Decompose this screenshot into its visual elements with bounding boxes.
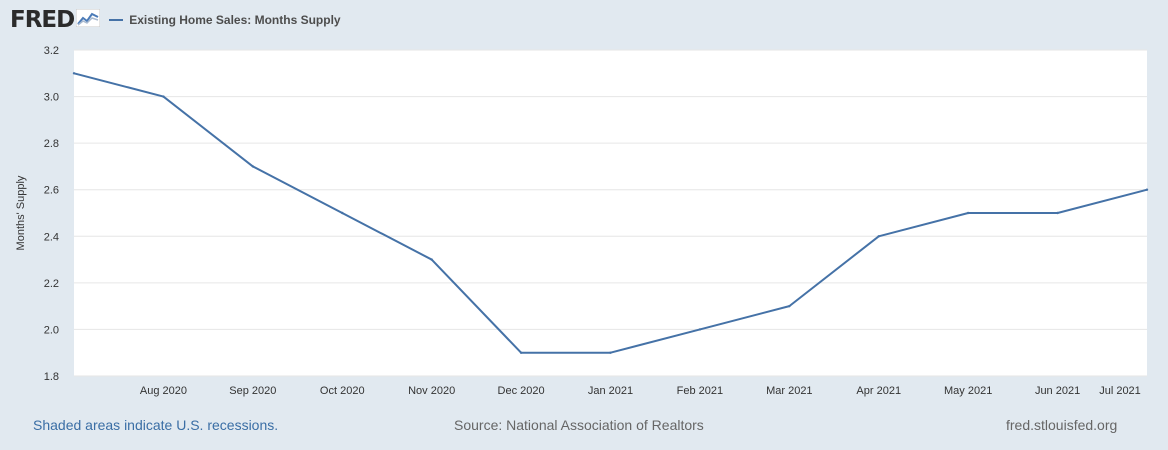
y-tick-label: 2.8 bbox=[44, 138, 59, 150]
data-point[interactable] bbox=[341, 211, 344, 215]
data-point[interactable] bbox=[609, 351, 612, 354]
data-point[interactable] bbox=[430, 258, 433, 261]
data-point[interactable] bbox=[966, 211, 970, 215]
trend-line-icon bbox=[76, 9, 101, 27]
y-tick-label: 2.2 bbox=[44, 278, 59, 290]
series-group bbox=[72, 72, 1149, 354]
y-axis-label: Months' Supply bbox=[15, 175, 27, 250]
data-point[interactable] bbox=[251, 165, 255, 168]
x-tick-label: May 2021 bbox=[944, 385, 992, 397]
data-point[interactable] bbox=[519, 351, 523, 354]
y-tick-label: 2.6 bbox=[44, 185, 59, 197]
recession-note-link[interactable]: Shaded areas indicate U.S. recessions. bbox=[33, 417, 279, 433]
y-tick-label: 3.0 bbox=[44, 92, 59, 104]
data-point[interactable] bbox=[162, 95, 165, 98]
legend-swatch bbox=[109, 19, 124, 21]
source-text: Source: National Association of Realtors bbox=[454, 417, 704, 433]
fred-logo[interactable]: FRED bbox=[10, 7, 75, 33]
y-tick-label: 2.4 bbox=[44, 231, 59, 243]
x-tick-label: Oct 2020 bbox=[320, 385, 365, 397]
x-tick-label: Dec 2020 bbox=[498, 385, 545, 397]
data-point[interactable] bbox=[1056, 211, 1059, 215]
y-tick-label: 2.0 bbox=[44, 324, 59, 336]
chart-header: FRED Existing Home Sales: Months Supply bbox=[10, 6, 341, 34]
y-tick-label: 3.2 bbox=[44, 45, 59, 57]
site-link[interactable]: fred.stlouisfed.org bbox=[1006, 417, 1118, 433]
data-point[interactable] bbox=[72, 72, 76, 75]
x-tick-label: Sep 2020 bbox=[229, 385, 276, 397]
x-tick-label: Aug 2020 bbox=[140, 385, 187, 397]
data-point[interactable] bbox=[877, 235, 880, 238]
x-tick-label: Jun 2021 bbox=[1035, 385, 1080, 397]
grid-lines bbox=[74, 49, 1147, 377]
x-tick-label: Mar 2021 bbox=[766, 385, 812, 397]
x-tick-label: Nov 2020 bbox=[408, 385, 455, 397]
x-tick-label: Jan 2021 bbox=[588, 385, 633, 397]
x-tick-label: Apr 2021 bbox=[856, 385, 901, 397]
x-axis-ticks: Aug 2020 Sep 2020 Oct 2020 Nov 2020 Dec 2020… bbox=[140, 385, 1141, 397]
data-point[interactable] bbox=[788, 304, 791, 308]
y-axis-ticks: 1.8 2.0 2.2 2.4 2.6 2.8 3.0 3.2 bbox=[44, 45, 59, 383]
data-point[interactable] bbox=[698, 328, 702, 331]
data-point[interactable] bbox=[1145, 188, 1149, 191]
x-tick-label: Feb 2021 bbox=[677, 385, 723, 397]
legend[interactable]: Existing Home Sales: Months Supply bbox=[109, 13, 341, 27]
x-tick-label: Jul 2021 bbox=[1099, 385, 1141, 397]
y-tick-label: 1.8 bbox=[44, 371, 59, 383]
legend-label: Existing Home Sales: Months Supply bbox=[129, 13, 341, 27]
